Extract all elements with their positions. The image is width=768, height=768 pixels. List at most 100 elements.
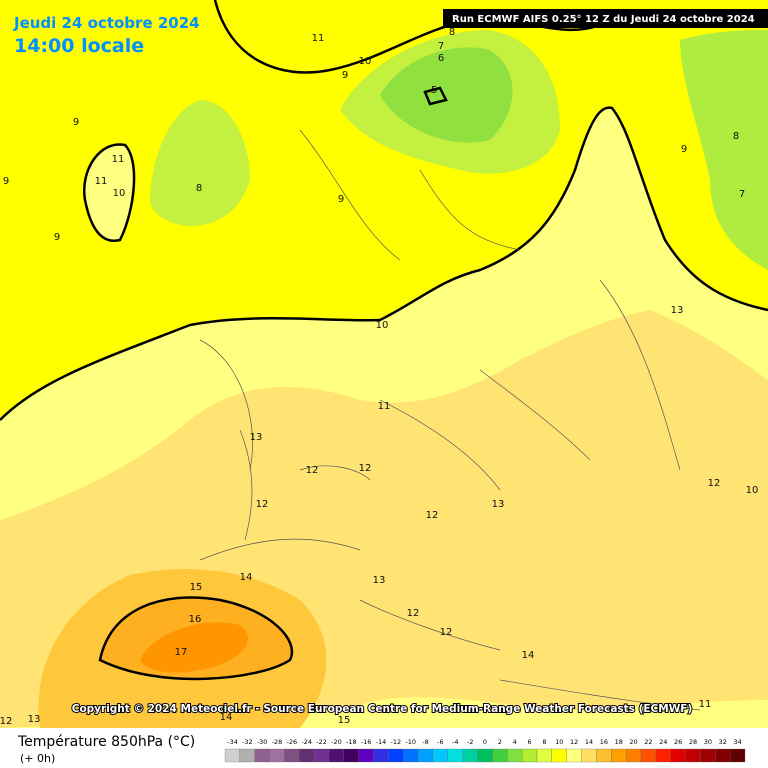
scale-swatch bbox=[432, 748, 449, 763]
scale-label: 22 bbox=[644, 738, 652, 746]
contour-label: 9 bbox=[681, 144, 687, 155]
scale-swatch bbox=[715, 748, 731, 763]
scale-label: 14 bbox=[585, 738, 593, 746]
scale-swatch bbox=[462, 748, 478, 763]
contour-label: 16 bbox=[189, 614, 202, 625]
contour-label: 9 bbox=[3, 176, 9, 187]
scale-label: 34 bbox=[733, 738, 741, 746]
contour-label: 6 bbox=[438, 53, 444, 64]
scale-swatch bbox=[551, 748, 567, 763]
isotherm-10 bbox=[0, 106, 768, 421]
contour-label: 17 bbox=[175, 647, 188, 658]
scale-swatch bbox=[670, 748, 686, 763]
contour-label: 15 bbox=[338, 715, 351, 726]
scale-swatch bbox=[388, 748, 404, 763]
scale-swatch bbox=[700, 748, 716, 763]
isotherm-15 bbox=[98, 596, 294, 681]
scale-swatch bbox=[611, 748, 627, 763]
contour-label: 12 bbox=[306, 465, 319, 476]
scale-swatch bbox=[417, 748, 434, 763]
scale-label: -8 bbox=[422, 738, 428, 746]
scale-swatch bbox=[403, 748, 419, 763]
contour-label: 14 bbox=[240, 572, 253, 583]
contour-label: 14 bbox=[522, 650, 535, 661]
legend-title: Température 850hPa (°C) bbox=[17, 734, 195, 750]
contour-label: 8 bbox=[196, 183, 202, 194]
scale-swatch bbox=[313, 748, 330, 763]
contour-label: 8 bbox=[449, 27, 455, 38]
scale-swatch bbox=[581, 748, 597, 763]
contour-label: 10 bbox=[376, 320, 389, 331]
contour-label: 11 bbox=[699, 699, 712, 710]
scale-swatch bbox=[655, 748, 671, 763]
scale-swatch bbox=[284, 748, 300, 763]
scale-label: 30 bbox=[704, 738, 712, 746]
contour-label: 12 bbox=[256, 499, 269, 510]
zone-west-green bbox=[150, 100, 250, 226]
zone-east-green bbox=[680, 29, 768, 270]
scale-swatch bbox=[521, 748, 538, 763]
scale-label: -34 bbox=[227, 738, 238, 746]
scale-label: -6 bbox=[437, 738, 443, 746]
isotherm-5 bbox=[423, 86, 448, 106]
contour-label: 12 bbox=[359, 463, 372, 474]
color-scale: -34 -32 -30 -28 -26 -24 -22 -20 -18 -16 -14 -12 -10-… bbox=[224, 738, 746, 763]
contour-label: 11 bbox=[378, 401, 391, 412]
scale-swatch bbox=[625, 748, 642, 763]
contour-label: 7 bbox=[438, 41, 444, 52]
scale-label: -30 bbox=[257, 738, 268, 746]
contour-label: 13 bbox=[28, 714, 41, 725]
scale-swatch bbox=[328, 748, 345, 763]
scale-label: 28 bbox=[689, 738, 697, 746]
contour-label: 8 bbox=[733, 131, 739, 142]
scale-label: -28 bbox=[272, 738, 283, 746]
scale-label: -16 bbox=[361, 738, 372, 746]
contour-label: 12 bbox=[0, 716, 12, 727]
scale-swatch bbox=[239, 748, 255, 763]
scale-label: 24 bbox=[659, 738, 667, 746]
scale-label: -22 bbox=[316, 738, 327, 746]
scale-label: 32 bbox=[719, 738, 727, 746]
scale-label: 26 bbox=[674, 738, 682, 746]
scale-swatch bbox=[299, 748, 315, 763]
scale-label: -18 bbox=[346, 738, 357, 746]
scale-label: 10 bbox=[555, 738, 563, 746]
scale-label: 4 bbox=[513, 738, 517, 746]
scale-label: 18 bbox=[615, 738, 623, 746]
contour-label: 10 bbox=[746, 485, 759, 496]
contour-label: 9 bbox=[54, 232, 60, 243]
scale-label: -10 bbox=[405, 738, 416, 746]
scale-label: 6 bbox=[528, 738, 532, 746]
contour-label: 9 bbox=[342, 70, 348, 81]
scale-swatch bbox=[477, 748, 493, 763]
scale-swatch bbox=[507, 748, 523, 763]
scale-swatch bbox=[596, 748, 612, 763]
borders bbox=[199, 129, 701, 711]
copyright: Copyright © 2024 Meteociel.fr - Source E… bbox=[72, 703, 693, 715]
scale-swatch bbox=[343, 748, 359, 763]
contour-label: 10 bbox=[113, 188, 126, 199]
contour-label: 13 bbox=[373, 575, 386, 586]
contour-label: 5 bbox=[431, 85, 437, 96]
contour-label: 7 bbox=[739, 189, 745, 200]
scale-swatch bbox=[566, 748, 582, 763]
run-info: Run ECMWF AIFS 0.25° 12 Z du Jeudi 24 oc… bbox=[452, 14, 755, 25]
contour-label: 13 bbox=[250, 432, 263, 443]
contour-label: 11 bbox=[312, 33, 325, 44]
zone-5-6 bbox=[380, 47, 513, 143]
scale-swatch bbox=[224, 748, 241, 763]
contour-label: 12 bbox=[426, 510, 439, 521]
contour-label: 11 bbox=[112, 154, 125, 165]
scale-label: 20 bbox=[629, 738, 637, 746]
scale-swatch bbox=[447, 748, 463, 763]
scale-label: 8 bbox=[542, 738, 546, 746]
scale-swatch bbox=[373, 748, 389, 763]
scale-label: -32 bbox=[242, 738, 253, 746]
scale-swatch bbox=[492, 748, 508, 763]
contour-label: 12 bbox=[407, 608, 420, 619]
scale-swatch bbox=[685, 748, 701, 763]
contour-label: 13 bbox=[492, 499, 505, 510]
scale-label: 2 bbox=[498, 738, 502, 746]
